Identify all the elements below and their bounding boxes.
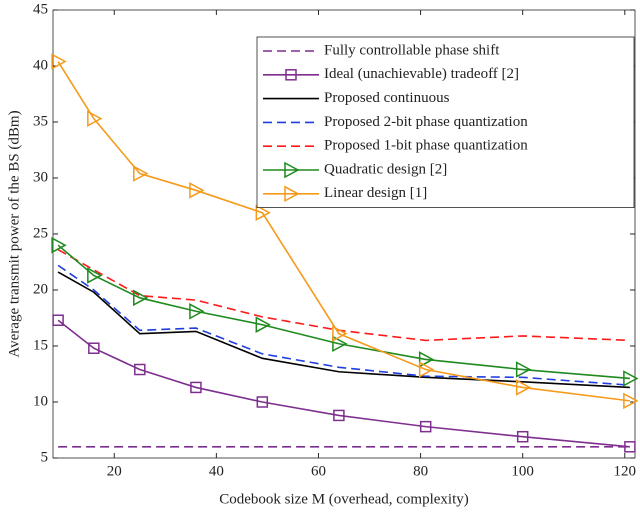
series-line [57,264,630,386]
legend-marker [284,185,300,203]
series-line [57,271,630,389]
x-tick-label: 20 [107,463,122,479]
marker [332,325,348,342]
legend-box [256,36,635,209]
y-tick-label: 10 [33,393,48,409]
legend-label: Ideal (unachievable) tradeoff [2] [324,66,519,82]
marker [624,441,636,453]
marker [418,351,435,368]
marker [51,236,67,254]
marker [515,361,532,378]
y-tick-label: 30 [33,169,48,185]
marker [419,420,432,433]
legend-marker [285,69,297,81]
marker [623,370,639,387]
marker [255,204,271,221]
y-tick-label: 35 [33,113,48,129]
y-tick-label: 5 [41,449,49,465]
marker [333,409,345,422]
marker [88,342,100,354]
legend-label: Linear design [1] [324,185,427,201]
x-tick-label: 120 [614,463,637,479]
marker [332,335,348,353]
y-tick-label: 40 [33,57,48,73]
legend-label: Fully controllable phase shift [324,42,500,58]
marker [133,165,149,182]
marker [87,110,103,127]
x-tick-label: 60 [311,463,326,479]
marker [189,182,205,199]
y-axis-label: Average transmit power of the BS (dBm) [6,110,22,357]
marker [190,381,202,394]
legend-label: Proposed 2-bit phase quantization [324,114,528,130]
series-line [57,61,630,402]
marker [134,363,146,376]
series-line [57,244,630,380]
y-tick-label: 45 [33,1,48,17]
y-tick-label: 20 [33,281,48,297]
legend-label: Proposed 1-bit phase quantization [324,138,528,154]
marker [515,379,532,396]
marker [52,314,64,326]
marker [87,267,103,284]
x-tick-label: 80 [413,463,428,479]
marker [418,361,435,378]
marker [255,316,271,333]
y-tick-label: 25 [33,225,48,241]
marker [256,396,269,408]
marker [189,303,205,320]
legend-label: Proposed continuous [324,90,450,106]
x-axis-label: Codebook size M (overhead, complexity) [219,491,469,507]
series-line [57,319,630,448]
legend-label: Quadratic design [2] [324,161,447,177]
x-tick-label: 100 [511,463,534,479]
marker [133,289,149,307]
x-tick-label: 40 [209,463,224,479]
y-tick-label: 15 [33,337,48,353]
series-line [57,248,630,342]
marker [51,53,67,70]
marker [623,392,639,410]
legend-marker [284,161,300,179]
marker [516,430,529,443]
